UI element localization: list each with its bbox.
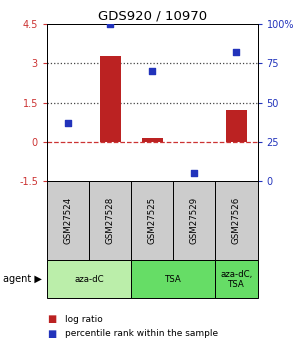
Point	[192, 170, 197, 176]
Bar	[47, 260, 131, 298]
Text: agent ▶: agent ▶	[3, 275, 42, 284]
Bar	[131, 260, 215, 298]
Point	[150, 68, 155, 74]
Text: ■: ■	[47, 329, 56, 338]
Bar	[100, 56, 121, 142]
Bar	[47, 181, 89, 260]
Title: GDS920 / 10970: GDS920 / 10970	[98, 10, 207, 23]
Text: aza-dC: aza-dC	[74, 275, 104, 284]
Text: GSM27528: GSM27528	[106, 197, 115, 244]
Bar	[215, 181, 258, 260]
Text: GSM27525: GSM27525	[148, 197, 157, 244]
Text: ■: ■	[47, 314, 56, 324]
Text: percentile rank within the sample: percentile rank within the sample	[65, 329, 218, 338]
Text: TSA: TSA	[165, 275, 182, 284]
Text: GSM27529: GSM27529	[190, 197, 199, 244]
Text: aza-dC,
TSA: aza-dC, TSA	[220, 270, 253, 289]
Bar	[226, 110, 247, 142]
Text: log ratio: log ratio	[65, 315, 103, 324]
Bar	[89, 181, 131, 260]
Bar	[142, 138, 163, 142]
Bar	[131, 181, 173, 260]
Point	[234, 50, 239, 55]
Text: GSM27526: GSM27526	[232, 197, 241, 244]
Point	[65, 120, 70, 126]
Bar	[215, 260, 258, 298]
Bar	[173, 181, 215, 260]
Point	[108, 21, 113, 27]
Text: GSM27524: GSM27524	[64, 197, 72, 244]
